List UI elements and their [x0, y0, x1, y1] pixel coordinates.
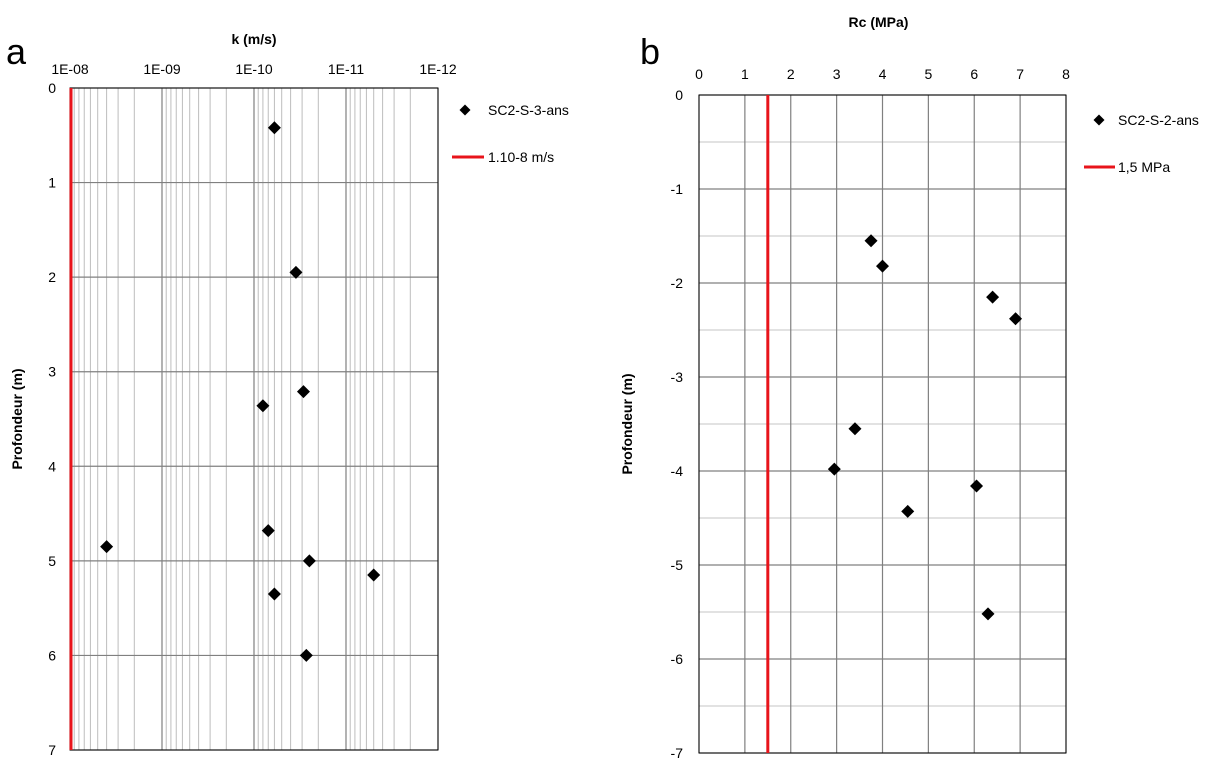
panel-b-x-tick-label: 6: [970, 66, 978, 82]
panel-a-data-point: [299, 648, 313, 662]
panel-a-data-point: [289, 265, 303, 279]
panel-b-y-tick-label: -1: [671, 181, 684, 197]
panel-b-data-point: [970, 479, 984, 493]
panel-b-data-point: [827, 462, 841, 476]
panel-b-y-axis-title: Profondeur (m): [619, 373, 635, 474]
panel-b-plot-frame: [698, 94, 1067, 754]
panel-b-x-tick-label: 5: [924, 66, 932, 82]
panel-a-data-point: [261, 524, 275, 538]
panel-a-data-point: [256, 399, 270, 413]
panel-a-x-tick-label: 1E-10: [235, 61, 273, 77]
panel-a-y-tick-label: 2: [48, 269, 56, 285]
panel-a-data-point: [267, 121, 281, 135]
panel-b-y-tick-label: -7: [671, 745, 684, 758]
panel-b-y-tick-label: -2: [671, 275, 684, 291]
panel-b-y-tick-label: -6: [671, 651, 684, 667]
panel-a-data-point: [100, 540, 114, 554]
panel-a-tick-labels: 1E-08 1E-09 1E-10 1E-11 1E-12 0 1 2 3 4 5 6 7: [48, 61, 457, 758]
panel-a-x-axis-title: k (m/s): [231, 31, 276, 47]
panel-b-y-tick-label: -4: [671, 463, 684, 479]
panel-b-x-tick-label: 1: [741, 66, 749, 82]
panel-a-data-point: [302, 554, 316, 568]
panel-a-legend-reference-label: 1.10-8 m/s: [488, 149, 554, 165]
panel-b-x-tick-label: 8: [1062, 66, 1070, 82]
panel-a-y-axis-title: Profondeur (m): [9, 368, 25, 469]
panel-a-y-tick-label: 7: [48, 742, 56, 758]
panel-b-data-points: [827, 234, 1023, 621]
panel-b-x-tick-label: 3: [833, 66, 841, 82]
panel-a-x-tick-label: 1E-12: [419, 61, 457, 77]
panel-a-x-tick-label: 1E-08: [51, 61, 89, 77]
panel-b-y-tick-label: -5: [671, 557, 684, 573]
panel-b-y-tick-label: -3: [671, 369, 684, 385]
panel-b-data-point: [981, 607, 995, 621]
panel-b-x-tick-label: 0: [695, 66, 703, 82]
panel-a-legend: SC2-S-3-ans 1.10-8 m/s: [452, 102, 569, 165]
panel-b-legend-marker: [1093, 114, 1105, 126]
panel-b-tick-labels: 0 1 2 3 4 5 6 7 8 0 -1 -2 -3 -4 -5 -6 -7: [671, 66, 1071, 758]
panel-b-data-point: [1009, 312, 1023, 326]
panel-a-x-tick-label: 1E-11: [328, 61, 365, 77]
panel-b-legend: SC2-S-2-ans 1,5 MPa: [1084, 112, 1199, 175]
panel-a-y-tick-label: 5: [48, 553, 56, 569]
panel-a-letter: a: [6, 31, 27, 72]
panel-a-y-tick-label: 4: [48, 458, 56, 474]
chart-panel-b: b 0 1 2 3 4 5 6 7 8 0 -1 -2 -3 -4 -5 -6 -7 Rc (MPa) Prof…: [619, 14, 1199, 758]
panel-a-y-tick-label: 0: [48, 80, 56, 96]
panel-b-y-tick-label: 0: [675, 87, 683, 103]
panel-a-data-point: [296, 385, 310, 399]
panel-b-x-tick-label: 7: [1016, 66, 1024, 82]
panel-a-legend-series-label: SC2-S-3-ans: [488, 102, 569, 118]
panel-a-data-points: [100, 121, 381, 662]
panel-b-data-point: [986, 290, 1000, 304]
panel-b-x-axis-title: Rc (MPa): [849, 14, 909, 30]
panel-b-legend-reference-label: 1,5 MPa: [1118, 159, 1170, 175]
panel-b-data-point: [864, 234, 878, 248]
panel-a-y-tick-label: 1: [48, 175, 56, 191]
panel-a-data-point: [267, 587, 281, 601]
panel-a-legend-marker: [459, 104, 471, 116]
panel-b-letter: b: [640, 31, 660, 72]
panel-b-data-point: [848, 422, 862, 436]
panel-a-data-point: [367, 568, 381, 582]
panel-b-x-tick-label: 2: [787, 66, 795, 82]
panel-b-x-tick-label: 4: [879, 66, 887, 82]
panel-a-y-tick-label: 6: [48, 647, 56, 663]
panel-b-data-point: [876, 259, 889, 273]
panel-a-x-tick-label: 1E-09: [143, 61, 181, 77]
chart-panel-a: a 1E-08 1E-09 1E-10 1E-11 1E-12 0 1 2 3 4 5 6 7 k (m…: [6, 31, 569, 758]
panel-a-y-tick-label: 3: [48, 364, 56, 380]
panel-a-minor-grid: [73, 88, 411, 750]
panel-b-data-point: [901, 504, 915, 518]
panel-b-legend-series-label: SC2-S-2-ans: [1118, 112, 1199, 128]
